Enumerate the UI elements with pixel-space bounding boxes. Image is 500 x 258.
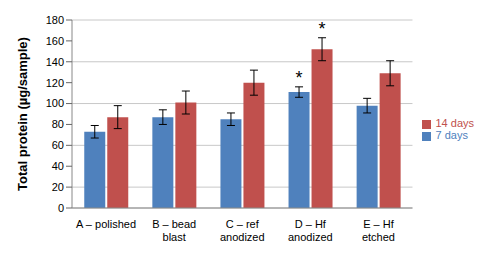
- svg-text:120: 120: [46, 77, 64, 89]
- svg-text:60: 60: [52, 139, 64, 151]
- html-text:14 days: 14 days: [435, 117, 474, 129]
- svg-text:*: *: [319, 19, 326, 39]
- svg-text:Total protein (µg/sample): Total protein (µg/sample): [15, 37, 30, 191]
- svg-text:140: 140: [46, 56, 64, 68]
- svg-text:40: 40: [52, 160, 64, 172]
- svg-text:*: *: [296, 68, 303, 88]
- svg-text:0: 0: [58, 202, 64, 214]
- svg-text:160: 160: [46, 35, 64, 47]
- svg-text:100: 100: [46, 97, 64, 109]
- svg-text:80: 80: [52, 118, 64, 130]
- svg-text:E – Hfetched: E – Hfetched: [362, 218, 395, 243]
- svg-text:20: 20: [52, 181, 64, 193]
- svg-text:D – Hfanodized: D – Hfanodized: [288, 218, 333, 243]
- svg-text:180: 180: [46, 14, 64, 26]
- svg-text:A – polished: A – polished: [76, 218, 136, 230]
- html-text:7 days: 7 days: [435, 129, 468, 141]
- svg-text:C – refanodized: C – refanodized: [220, 218, 265, 243]
- svg-text:B – beadblast: B – beadblast: [152, 218, 196, 243]
